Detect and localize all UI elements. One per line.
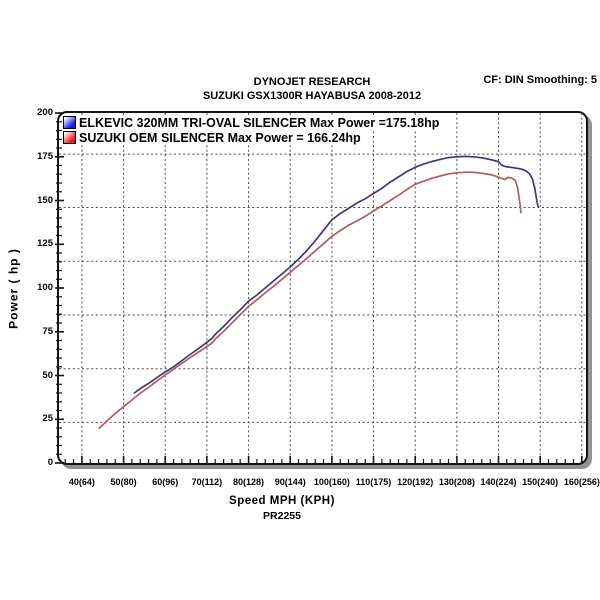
legend: ELKEVIC 320MM TRI-OVAL SILENCER Max Powe…	[63, 115, 442, 145]
x-tick-label: 90(144)	[274, 477, 306, 487]
plot-area: ELKEVIC 320MM TRI-OVAL SILENCER Max Powe…	[55, 111, 588, 465]
report-title: DYNOJET RESEARCH	[253, 76, 371, 88]
x-tick-label: 100(160)	[313, 477, 350, 487]
x-tick-label: 70(112)	[191, 477, 223, 487]
x-tick-label: 110(175)	[355, 477, 392, 487]
legend-row-elkevic: ELKEVIC 320MM TRI-OVAL SILENCER Max Powe…	[63, 115, 442, 130]
x-tick-label: 130(208)	[438, 477, 475, 487]
correction-smoothing-label: CF: DIN Smoothing: 5	[483, 74, 597, 86]
y-tick-label: 50	[42, 369, 53, 381]
y-tick-label: 0	[47, 457, 53, 468]
elkevic-series-swatch-icon	[63, 116, 76, 129]
dyno-curves-canvas	[55, 112, 586, 464]
legend-row-oem: SUZUKI OEM SILENCER Max Power = 166.24hp	[63, 130, 441, 145]
x-tick-label: 160(256)	[563, 477, 600, 487]
oem-series-swatch-icon	[63, 131, 76, 144]
y-tick-label: 175	[37, 150, 53, 162]
x-tick-label: 140(224)	[480, 477, 517, 487]
y-tick-label: 100	[37, 282, 53, 293]
legend-label-elkevic: ELKEVIC 320MM TRI-OVAL SILENCER Max Powe…	[77, 115, 442, 130]
y-tick-label: 200	[37, 107, 53, 118]
x-tick-label: 60(96)	[152, 477, 179, 487]
x-tick-label: 120(192)	[397, 477, 434, 487]
vehicle-title: SUZUKI GSX1300R HAYABUSA 2008-2012	[202, 90, 422, 102]
legend-label-oem: SUZUKI OEM SILENCER Max Power = 166.24hp	[77, 130, 363, 145]
y-tick-label: 25	[42, 413, 53, 425]
y-tick-label: 125	[37, 238, 53, 250]
y-tick-label: 150	[37, 194, 53, 206]
x-tick-label: 50(80)	[110, 477, 137, 487]
x-tick-label: 80(128)	[233, 477, 265, 487]
x-tick-label: 40(64)	[68, 477, 95, 487]
y-tick-label: 75	[42, 325, 53, 337]
x-axis-title: Speed MPH (KPH)	[229, 495, 335, 507]
run-id: PR2255	[263, 510, 301, 522]
x-tick-label: 150(240)	[522, 477, 559, 487]
